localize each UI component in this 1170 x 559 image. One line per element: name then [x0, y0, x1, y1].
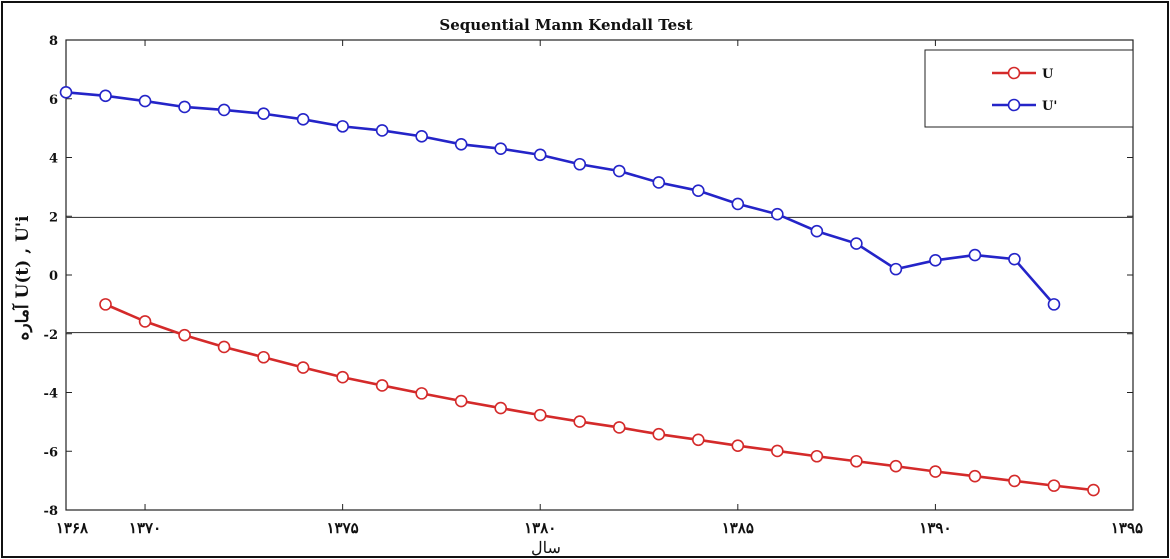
legend-marker-1 — [1007, 66, 1021, 80]
x-tick-label: ۱۳۹۰ — [919, 519, 951, 537]
legend-label-1: U — [1042, 67, 1054, 82]
series-point-1 — [850, 454, 863, 468]
series-point-2 — [889, 262, 903, 276]
x-axis-label: سال — [531, 538, 561, 557]
series-point-2 — [1008, 252, 1021, 266]
y-tick-label: -8 — [44, 504, 58, 519]
series-point-1 — [889, 459, 903, 473]
series-point-1 — [573, 415, 587, 428]
series-point-2 — [929, 254, 942, 267]
series-point-2 — [533, 148, 547, 162]
series-point-1 — [454, 394, 468, 408]
series-point-1 — [968, 469, 982, 483]
y-tick-label: 8 — [49, 34, 58, 49]
legend-label-2: U' — [1042, 99, 1057, 114]
series-point-1 — [375, 379, 389, 392]
y-tick-label: 4 — [49, 152, 58, 167]
series-point-1 — [652, 427, 666, 441]
series-point-2 — [99, 89, 112, 103]
legend-box — [924, 49, 1134, 128]
y-tick-label: 6 — [49, 93, 58, 108]
series-point-1 — [810, 449, 824, 463]
series-point-2 — [138, 94, 152, 108]
series-point-2 — [850, 237, 863, 250]
x-tick-label: ۱۳۸۵ — [722, 519, 754, 537]
series-line-1 — [105, 303, 1094, 492]
y-tick-label: -4 — [44, 387, 58, 402]
y-tick-label: 0 — [49, 269, 58, 284]
legend-marker-2 — [1007, 98, 1021, 112]
series-point-1 — [1008, 474, 1021, 488]
series-point-1 — [296, 361, 310, 374]
series-point-1 — [612, 421, 626, 434]
series-point-2 — [454, 137, 468, 151]
x-tick-label: ۱۳۷۰ — [129, 519, 161, 537]
x-tick-label: ۱۳۹۵ — [1111, 519, 1143, 537]
series-point-2 — [652, 176, 666, 189]
series-point-2 — [415, 130, 428, 143]
series-point-1 — [691, 433, 705, 447]
chart-title: Sequential Mann Kendall Test — [439, 16, 692, 34]
y-tick-label: 2 — [49, 210, 58, 225]
series-point-1 — [99, 298, 112, 311]
y-axis-ticks: -8 -6 -4 -2 0 2 4 6 8 — [44, 34, 1133, 519]
x-tick-label: ۱۳۶۸ — [56, 519, 89, 537]
series-point-2 — [375, 124, 389, 137]
series-point-1 — [771, 444, 784, 458]
series-point-2 — [336, 120, 349, 133]
series-point-1 — [731, 439, 745, 452]
series-point-2 — [59, 85, 73, 99]
series-point-2 — [731, 197, 745, 211]
y-axis-label: آماره U(t) , U'i — [11, 215, 33, 341]
series-point-1 — [929, 465, 942, 478]
series-point-1 — [336, 370, 349, 384]
series-point-1 — [257, 350, 270, 364]
series-point-2 — [257, 107, 270, 121]
series-point-2 — [771, 207, 784, 221]
series-layer — [59, 85, 1100, 497]
series-point-2 — [178, 100, 191, 114]
x-tick-label: ۱۳۸۰ — [524, 519, 556, 537]
series-point-2 — [691, 184, 705, 197]
series-line-2 — [65, 90, 1055, 306]
series-point-2 — [612, 164, 626, 178]
x-tick-label: ۱۳۷۵ — [327, 519, 359, 537]
series-point-2 — [217, 103, 231, 117]
series-point-1 — [1087, 483, 1100, 497]
series-point-2 — [1047, 298, 1061, 311]
series-point-1 — [217, 340, 231, 354]
legend: U U' — [924, 49, 1134, 128]
y-tick-label: -2 — [44, 328, 58, 343]
reference-lines — [66, 216, 1133, 334]
series-point-1 — [415, 387, 428, 400]
y-tick-label: -6 — [44, 445, 58, 460]
series-point-1 — [494, 401, 508, 415]
series-point-1 — [533, 408, 547, 422]
series-point-1 — [1047, 479, 1061, 492]
series-point-2 — [296, 113, 310, 126]
series-point-1 — [138, 315, 152, 328]
x-axis-ticks: ۱۳۶۸ ۱۳۷۰ ۱۳۷۵ ۱۳۸۰ ۱۳۸۵ ۱۳۹۰ ۱۳۹۵ — [56, 40, 1143, 537]
series-point-1 — [178, 328, 191, 342]
series-point-2 — [573, 157, 587, 171]
series-point-2 — [968, 248, 982, 262]
series-point-2 — [494, 142, 508, 155]
series-point-2 — [810, 224, 824, 238]
